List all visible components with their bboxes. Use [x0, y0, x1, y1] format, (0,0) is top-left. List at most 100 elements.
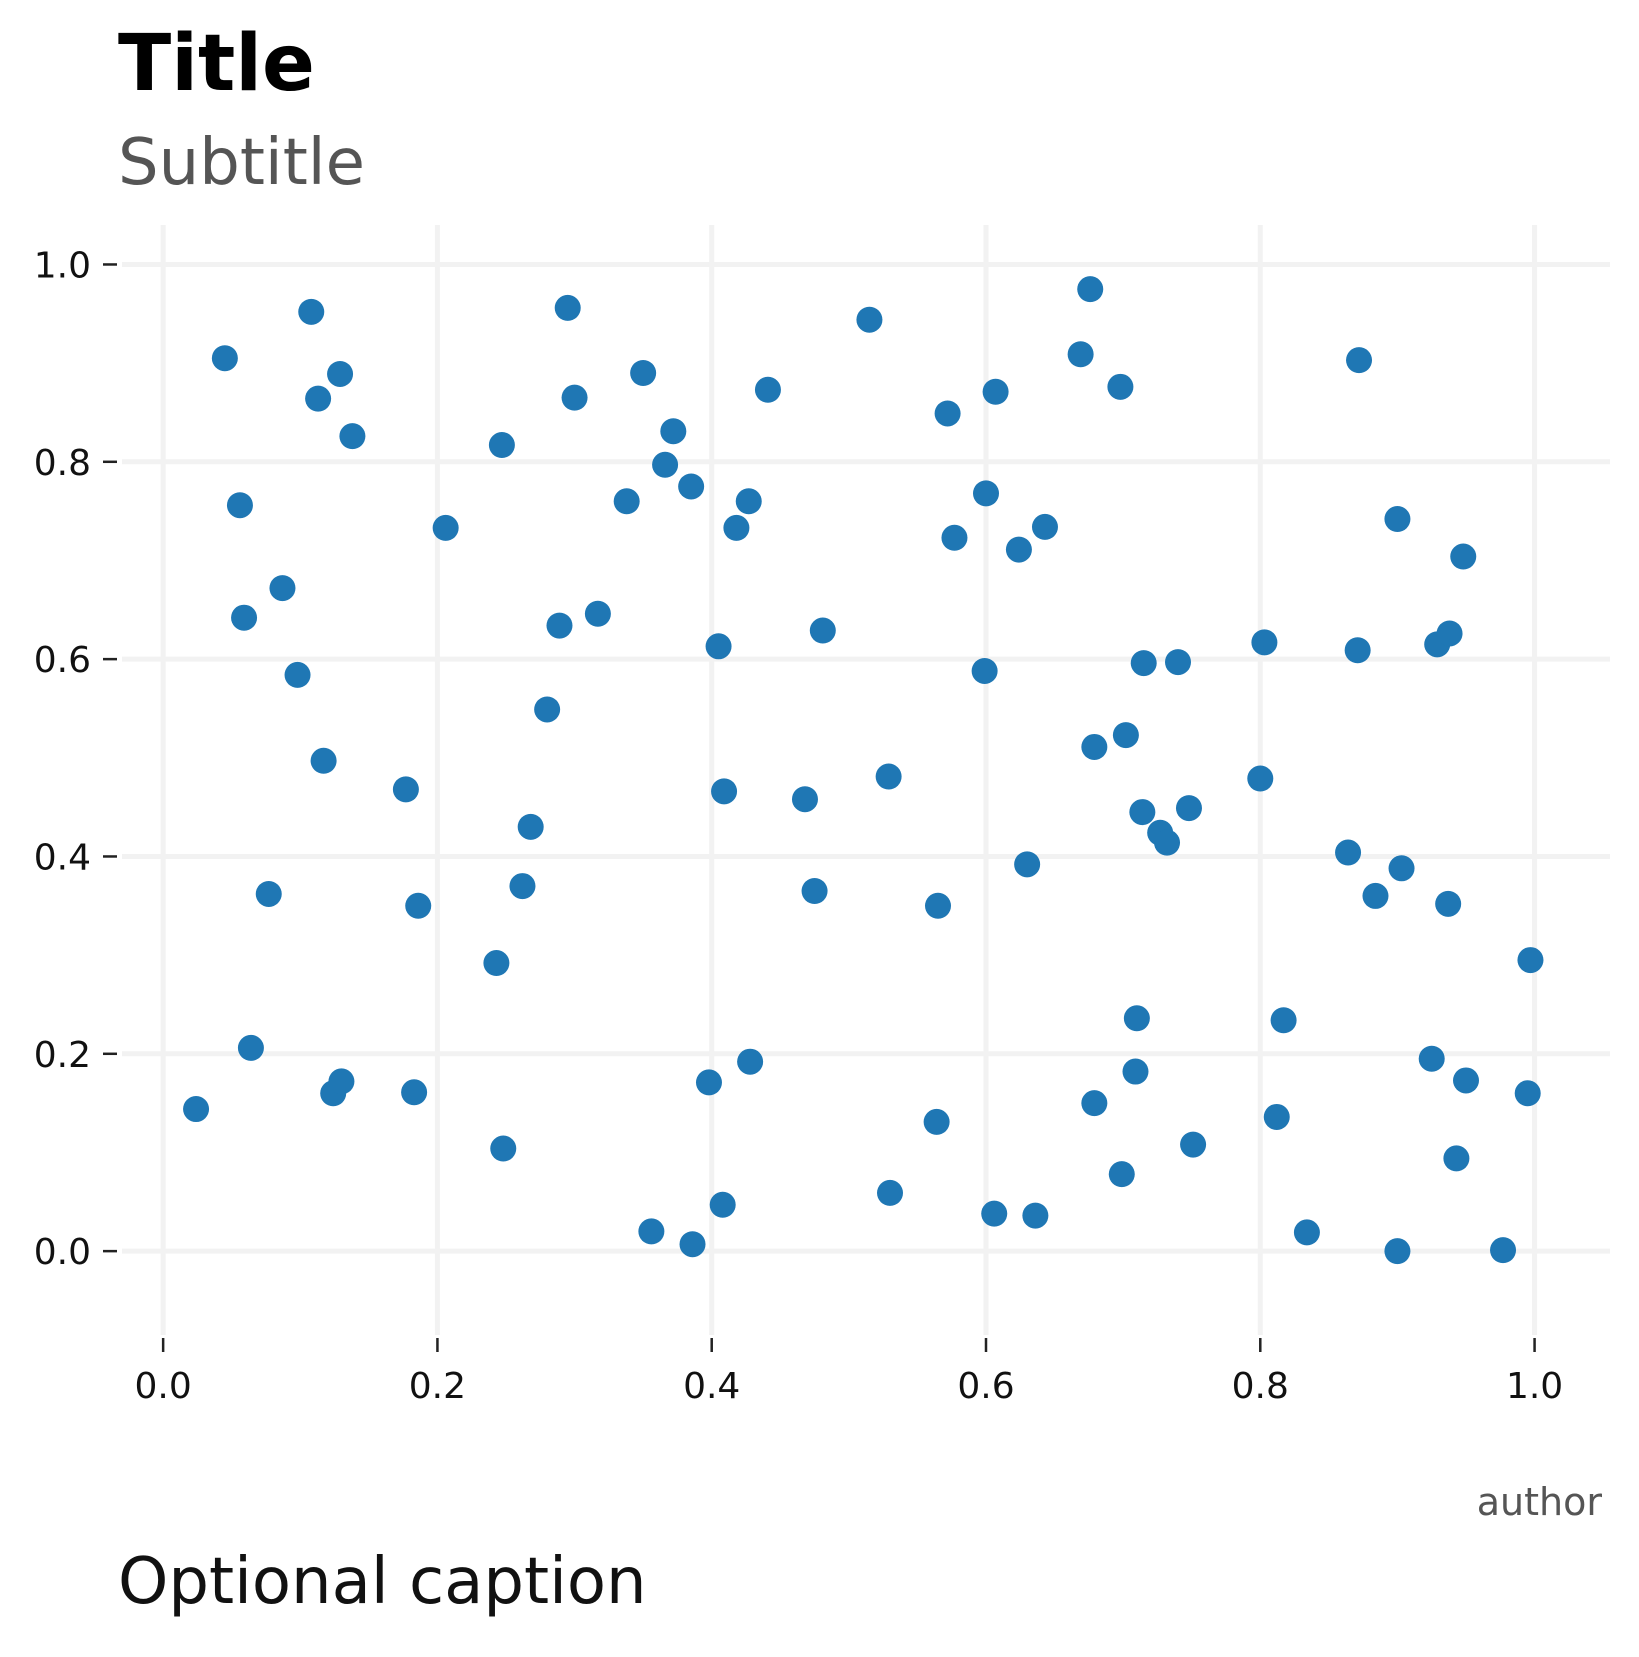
scatter-point — [1129, 799, 1156, 826]
scatter-point — [327, 360, 354, 387]
scatter-point — [231, 604, 258, 631]
scatter-point — [1175, 795, 1202, 822]
scatter-point — [705, 633, 732, 660]
axis-layer: 0.0 0.2 0.4 0.6 0.8 1.0 1.0 0.8 0.6 0.4 0.2 0.0 — [34, 245, 1563, 1407]
scatter-point — [630, 360, 657, 386]
scatter-point — [1436, 620, 1463, 647]
scatter-point — [1014, 851, 1041, 878]
scatter-point — [1005, 536, 1032, 563]
scatter-point — [801, 878, 828, 904]
scatter-point — [1344, 637, 1371, 664]
scatter-point — [269, 575, 296, 602]
scatter-point — [652, 451, 679, 478]
scatter-point — [310, 747, 337, 774]
scatter-point — [923, 1108, 950, 1135]
scatter-point — [534, 696, 561, 723]
scatter-point — [1081, 733, 1108, 760]
y-tick-label: 0.8 — [34, 443, 91, 484]
scatter-point — [981, 1200, 1008, 1227]
y-tick-label: 0.2 — [34, 1035, 91, 1076]
chart-subtitle: Subtitle — [118, 126, 365, 200]
scatter-point — [875, 763, 902, 790]
scatter-point — [1384, 506, 1411, 533]
scatter-point — [226, 492, 253, 519]
chart-title: Title — [118, 19, 315, 109]
scatter-point — [1123, 1005, 1150, 1032]
points-layer — [183, 276, 1544, 1265]
y-tick-label: 0.6 — [34, 640, 91, 681]
scatter-point — [1108, 1161, 1135, 1188]
scatter-point — [1270, 1007, 1297, 1034]
scatter-point — [1122, 1058, 1149, 1085]
scatter-point — [517, 813, 544, 840]
chart-author: author — [1476, 1480, 1602, 1524]
scatter-point — [1418, 1045, 1445, 1072]
scatter-point — [934, 400, 961, 427]
scatter-point — [678, 473, 705, 500]
scatter-point — [1022, 1202, 1049, 1229]
scatter-point — [1384, 1238, 1411, 1265]
scatter-point — [925, 892, 951, 919]
scatter-point — [339, 423, 366, 450]
scatter-point — [1107, 373, 1134, 400]
scatter-point — [401, 1079, 428, 1106]
scatter-point — [483, 950, 510, 977]
scatter-point — [638, 1218, 665, 1245]
scatter-point — [660, 418, 687, 445]
scatter-point — [490, 1135, 517, 1162]
x-tick-label: 0.8 — [1232, 1366, 1289, 1407]
scatter-point — [1435, 890, 1462, 917]
scatter-point — [1251, 629, 1278, 656]
scatter-point — [298, 298, 325, 325]
scatter-point — [1154, 829, 1181, 856]
scatter-point — [856, 306, 883, 333]
scatter-point — [679, 1231, 706, 1258]
y-tick-label: 0.0 — [34, 1232, 91, 1273]
scatter-point — [432, 514, 459, 541]
scatter-point — [328, 1068, 355, 1095]
scatter-point — [971, 657, 998, 684]
scatter-point — [509, 873, 536, 900]
scatter-point — [1130, 650, 1157, 677]
scatter-point — [754, 376, 781, 403]
scatter-point — [1293, 1219, 1320, 1246]
scatter-point — [405, 892, 432, 919]
scatter-point — [1346, 347, 1373, 374]
scatter-point — [695, 1069, 722, 1096]
scatter-point — [488, 432, 515, 459]
scatter-point — [941, 524, 968, 551]
scatter-point — [1112, 722, 1139, 749]
scatter-point — [1263, 1103, 1290, 1130]
scatter-point — [1031, 513, 1058, 540]
scatter-point — [1180, 1131, 1207, 1158]
scatter-point — [237, 1034, 264, 1061]
scatter-point — [709, 1191, 736, 1218]
scatter-point — [723, 514, 750, 541]
x-tick-label: 0.6 — [957, 1366, 1014, 1407]
scatter-point — [1443, 1145, 1470, 1172]
scatter-point — [735, 488, 762, 515]
x-tick-label: 0.2 — [409, 1366, 466, 1407]
scatter-point — [737, 1048, 764, 1075]
scatter-point — [211, 345, 238, 372]
scatter-point — [1335, 839, 1362, 866]
x-tick-label: 0.0 — [135, 1366, 192, 1407]
scatter-point — [1081, 1090, 1108, 1117]
y-tick-label: 0.4 — [34, 837, 91, 878]
y-tick-label: 1.0 — [34, 245, 91, 286]
scatter-point — [982, 378, 1009, 405]
scatter-point — [1247, 765, 1274, 792]
scatter-point — [1450, 543, 1477, 570]
scatter-point — [1067, 341, 1094, 368]
scatter-point — [1514, 1080, 1541, 1107]
scatter-point — [554, 294, 581, 321]
scatter-point — [1388, 855, 1415, 882]
scatter-point — [1453, 1067, 1479, 1094]
scatter-point — [1362, 882, 1389, 909]
scatter-point — [809, 617, 836, 644]
scatter-point — [1517, 947, 1544, 974]
scatter-point — [305, 385, 332, 412]
scatter-point — [392, 776, 419, 803]
chart-caption: Optional caption — [118, 1545, 647, 1619]
